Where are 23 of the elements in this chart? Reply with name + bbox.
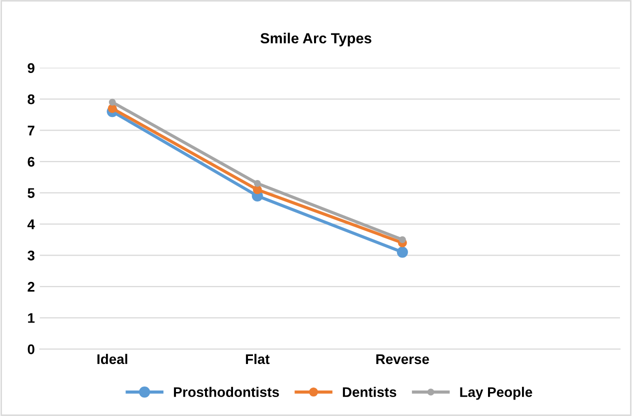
- y-tick-label: 9: [28, 63, 34, 73]
- y-tick-label: 0: [28, 344, 34, 354]
- y-tick-label: 3: [28, 250, 34, 260]
- y-tick-label: 5: [28, 188, 35, 198]
- x-tick-label: Ideal: [97, 354, 128, 364]
- legend-label: Lay People: [460, 386, 532, 400]
- y-tick-label: 2: [28, 282, 34, 292]
- y-tick-label: 8: [28, 94, 35, 104]
- y-tick-label: 4: [27, 220, 35, 230]
- point: [398, 236, 406, 244]
- legend-label: Prosthodontists: [174, 386, 279, 398]
- y-tick-label: 7: [28, 126, 34, 136]
- x-tick-label: Flat: [246, 354, 270, 364]
- x-tick-label: Reverse: [376, 354, 429, 364]
- point: [396, 246, 408, 258]
- point: [108, 104, 117, 113]
- point: [254, 180, 261, 187]
- legend-label: Dentists: [342, 386, 396, 398]
- y-tick-label: 1: [28, 313, 35, 323]
- point: [252, 185, 262, 194]
- chart-title: Smile Arc Types: [260, 32, 372, 46]
- y-tick-label: 6: [28, 156, 34, 167]
- point: [108, 98, 116, 106]
